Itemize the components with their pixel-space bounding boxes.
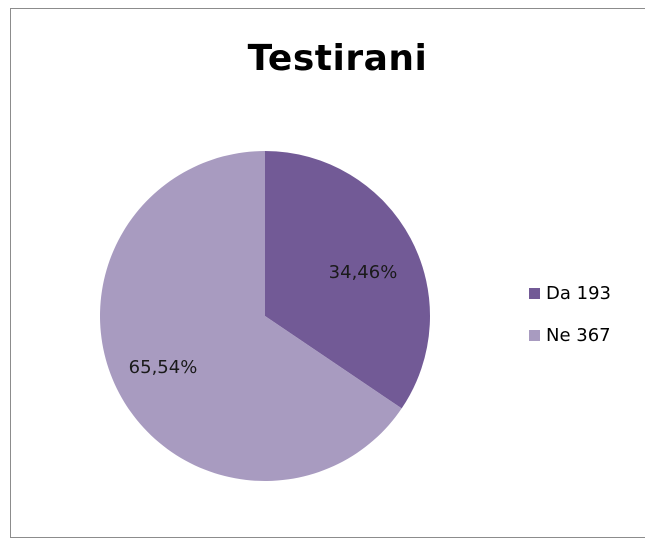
- chart-legend: Da 193 Ne 367: [529, 279, 611, 363]
- pie-slice-da: [265, 151, 430, 409]
- legend-swatch-da: [529, 287, 540, 299]
- legend-label-ne: Ne 367: [546, 324, 611, 346]
- legend-item-ne: Ne 367: [529, 321, 611, 349]
- chart-title: Testirani: [247, 38, 428, 79]
- pie-slice-ne: [99, 151, 402, 482]
- legend-item-da: Da 193: [529, 279, 611, 307]
- legend-swatch-ne: [529, 329, 540, 341]
- legend-label-da: Da 193: [546, 282, 611, 304]
- slice-label-ne: 65,54%: [129, 357, 198, 378]
- slice-label-da: 34,46%: [329, 262, 398, 283]
